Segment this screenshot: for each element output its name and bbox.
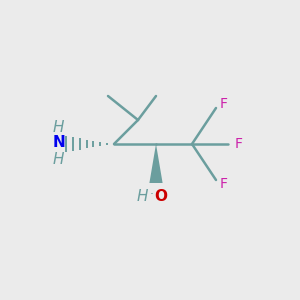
Polygon shape (149, 144, 163, 183)
Text: H: H (53, 120, 64, 135)
Text: ·: · (149, 188, 154, 201)
Text: F: F (220, 98, 227, 111)
Text: H: H (137, 189, 148, 204)
Text: H: H (53, 152, 64, 166)
Text: F: F (235, 137, 242, 151)
Text: F: F (220, 177, 227, 190)
Text: N: N (52, 135, 65, 150)
Text: O: O (154, 189, 167, 204)
